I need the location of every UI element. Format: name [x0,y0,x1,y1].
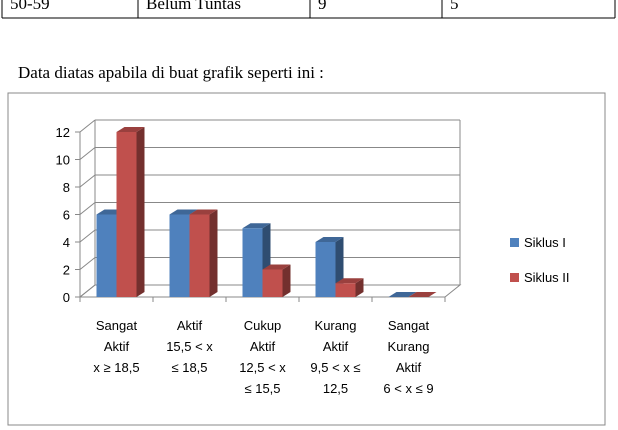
x-tick-label-line: ≤ 15,5 [244,381,280,396]
bar-top [189,209,218,215]
x-tick-label-line: Aktif [177,318,203,333]
bar-top [169,209,198,215]
legend-swatch [510,238,519,247]
x-tick-label: Sangat Aktif x ≥ 18,5 [93,318,139,375]
chart: 0 2 4 6 8 10 12 Sangat Aktif x ≥ 18,5 Aktif 15,5 < … [56,119,570,396]
legend-label: Siklus I [524,235,566,250]
y-tick-label: 4 [63,235,70,250]
y-tick-label: 8 [63,180,70,195]
x-tick-label-line: Kurang [388,339,430,354]
bar [335,283,356,297]
x-tick-label-line: Cukup [244,318,282,333]
x-tick-label-line: 15,5 < x [166,339,213,354]
table-cell: 50-59 [10,0,50,13]
grid-line [79,257,96,270]
table [1,0,616,19]
bar [96,214,117,297]
x-tick-label-line: Aktif [104,339,130,354]
y-tick-label: 6 [63,208,70,223]
bar-side [282,264,291,297]
bar [315,242,336,297]
x-tick-label: Aktif 15,5 < x ≤ 18,5 [166,318,213,375]
grid-line [79,119,96,133]
bar-top [408,292,437,297]
bar-top [388,292,417,297]
bar-side [209,209,218,297]
x-tick-label-line: Aktif [396,360,422,375]
table-cell: 5 [450,0,459,13]
grid-line [79,174,96,188]
bar [242,228,263,297]
grid-line [79,202,96,215]
x-tick-label-line: x ≥ 18,5 [93,360,139,375]
x-tick-label: Cukup Aktif 12,5 < x ≤ 15,5 [239,318,286,396]
grid-line [79,147,96,160]
legend-swatch [510,273,519,282]
y-tick-label: 10 [56,153,70,168]
x-tick-label-line: Aktif [250,339,276,354]
bar-top [262,264,291,270]
x-tick-label-line: Sangat [96,318,138,333]
x-tick-label-line: Sangat [388,318,430,333]
bar [262,269,283,297]
x-tick-label-line: 6 < x ≤ 9 [383,381,433,396]
x-tick-label-line: 9,5 < x ≤ [310,360,360,375]
x-tick-label: Sangat Kurang Aktif 6 < x ≤ 9 [383,318,433,396]
grid-line [79,229,96,243]
bar-side [355,278,364,297]
bar-top [242,223,271,229]
y-tick-label: 0 [63,290,70,305]
bar-top [335,278,364,284]
x-tick-label: Kurang Aktif 9,5 < x ≤ 12,5 [310,318,360,396]
y-tick-label: 2 [63,263,70,278]
x-tick-label-line: 12,5 [323,381,348,396]
x-tick-label-line: Kurang [315,318,357,333]
bar [169,214,190,297]
grid-line [79,284,96,298]
bar-top [315,237,344,242]
bar-side [136,127,145,297]
x-tick-label-line: ≤ 18,5 [171,360,207,375]
bar [116,132,137,297]
bar-top [116,127,145,132]
table-cell: 9 [318,0,327,13]
paragraph: Data diatas apabila di buat grafik seper… [18,63,324,82]
bar [189,214,210,297]
table-cell: Belum Tuntas [146,0,241,13]
legend-label: Siklus II [524,270,570,285]
x-tick-label-line: Aktif [323,339,349,354]
x-tick-label-line: 12,5 < x [239,360,286,375]
y-tick-label: 12 [56,125,70,140]
